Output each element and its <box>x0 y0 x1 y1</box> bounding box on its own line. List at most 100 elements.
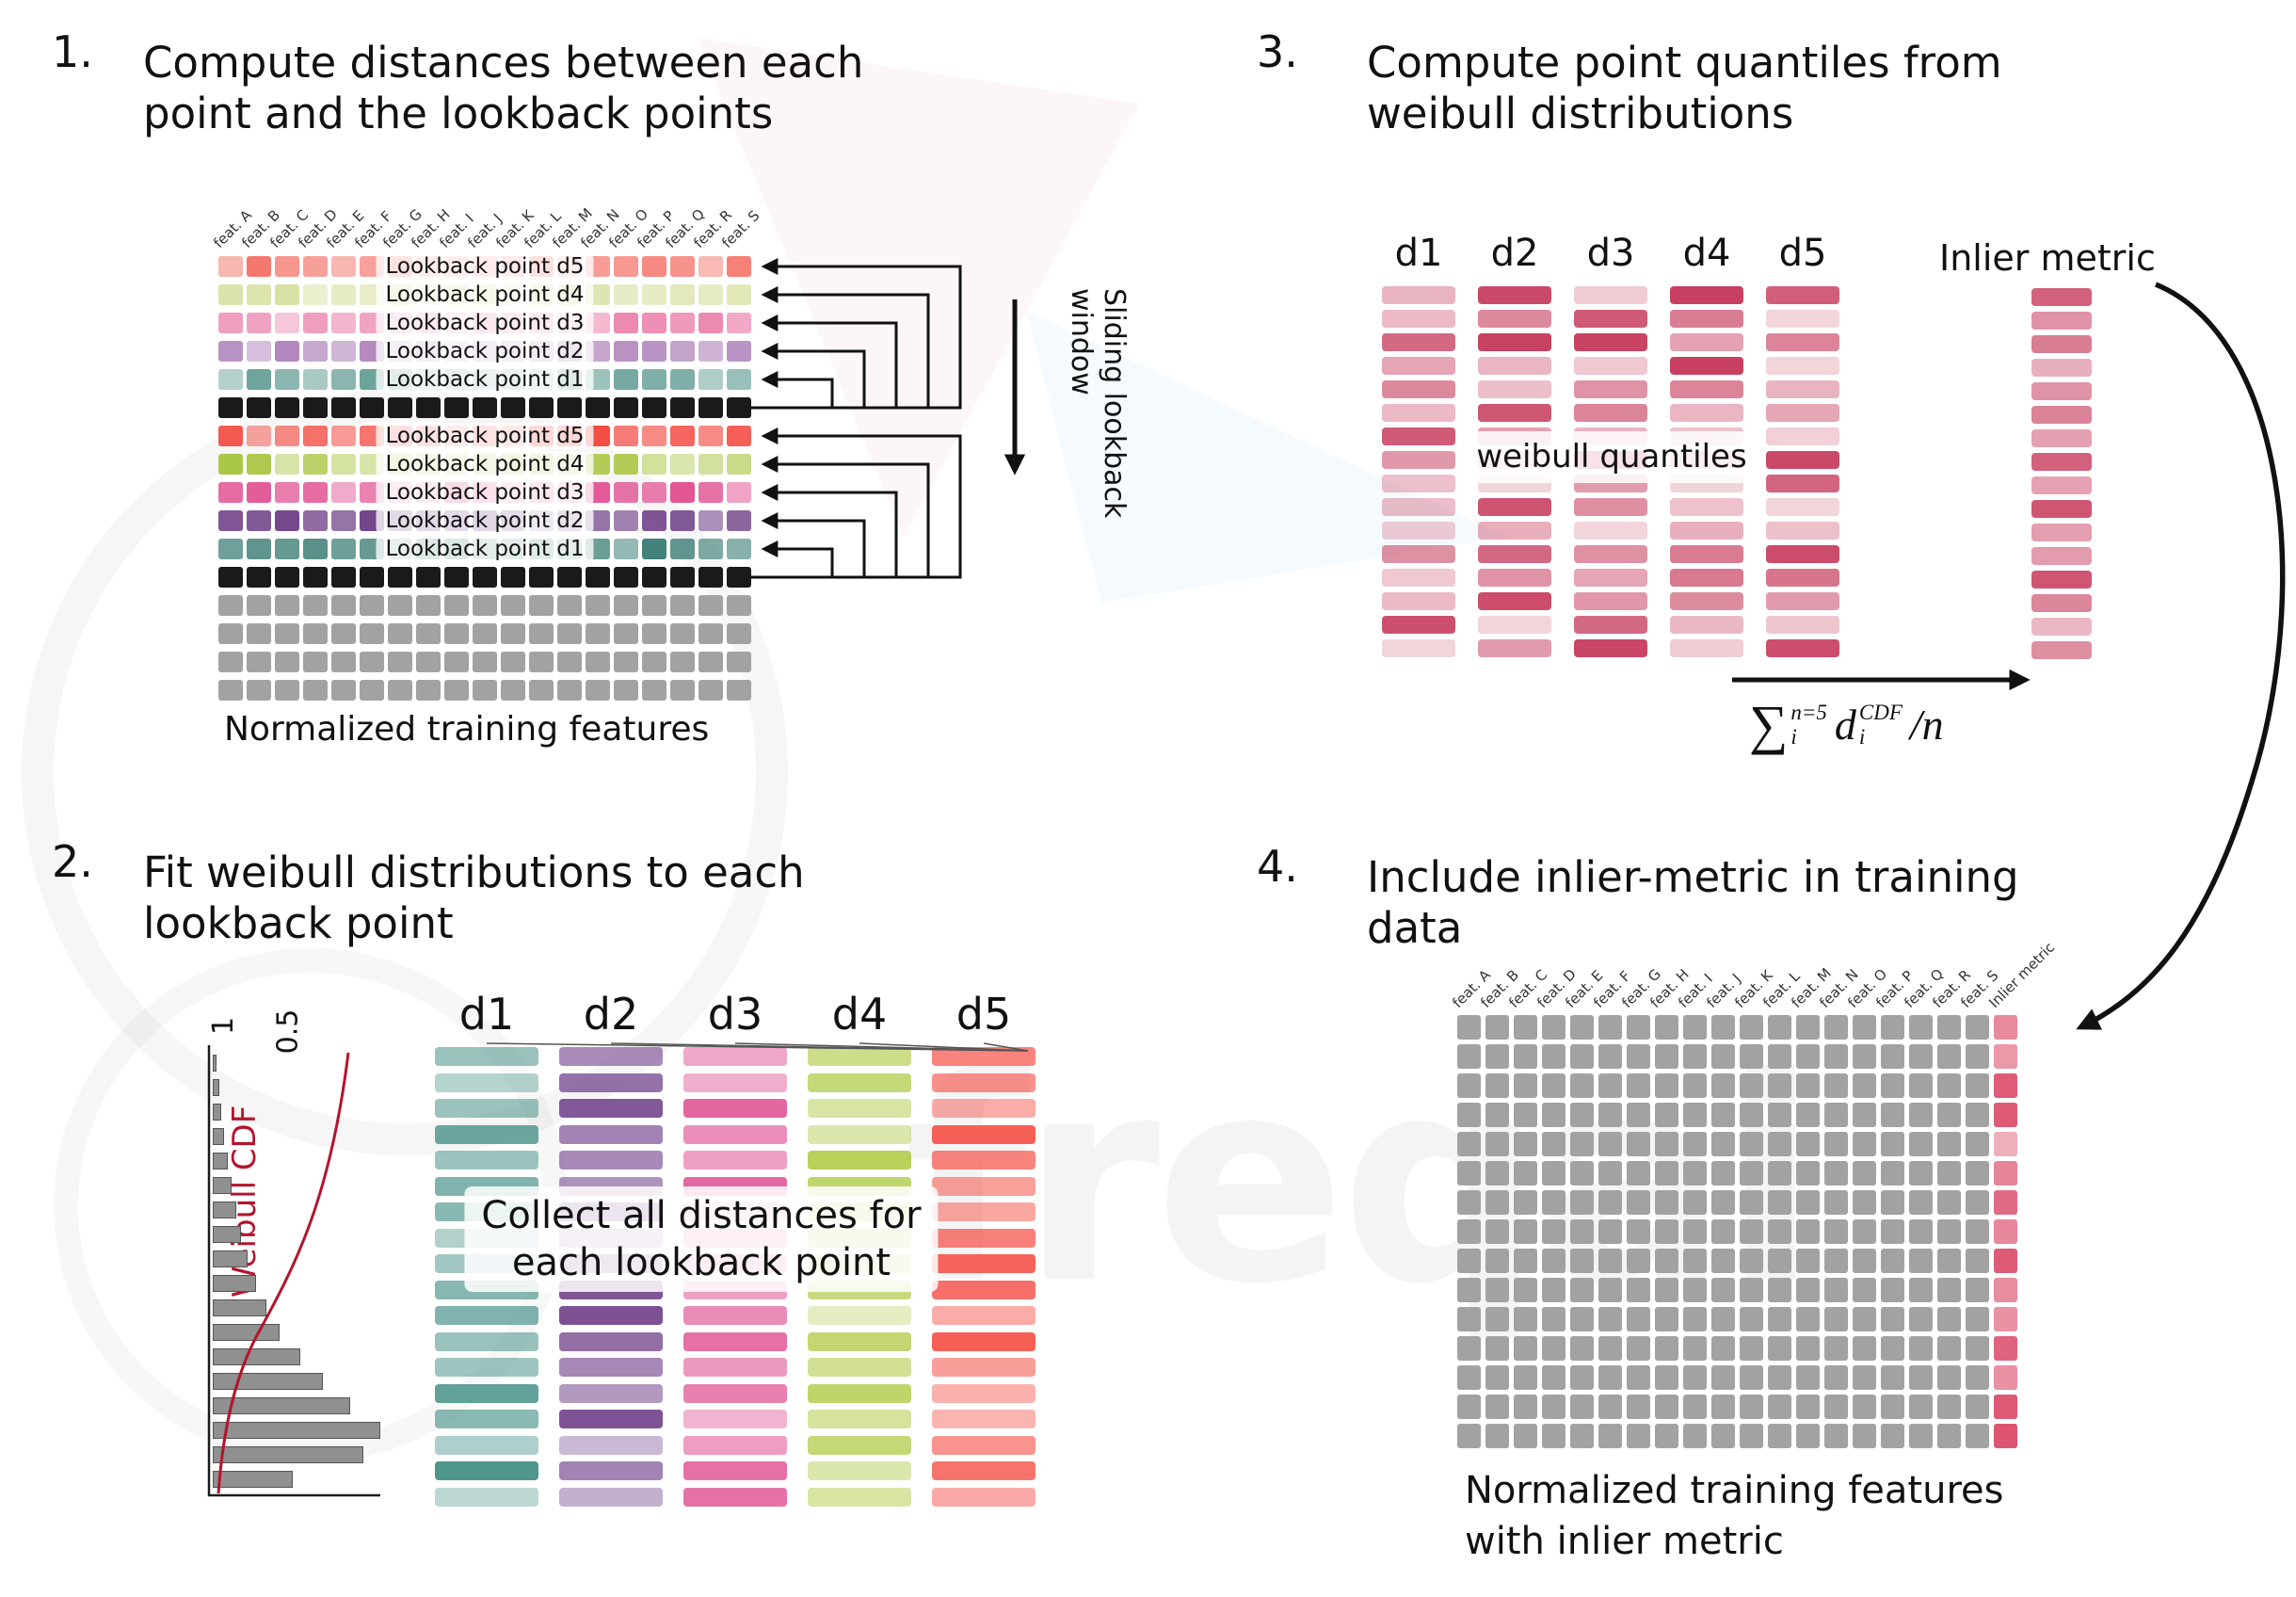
distance-bar <box>559 1410 663 1428</box>
grid-cell <box>1966 1044 1989 1069</box>
grid-cell <box>1740 1190 1763 1215</box>
grid-cell <box>1598 1278 1622 1302</box>
inlier-metric-bar <box>2031 382 2092 400</box>
grid-cell <box>1457 1161 1481 1186</box>
matrix-cell <box>670 652 695 672</box>
grid-cell <box>1937 1395 1961 1419</box>
inlier-metric-bar <box>2031 571 2092 589</box>
grid-cell <box>1881 1103 1904 1127</box>
matrix-cell <box>698 426 723 446</box>
matrix-cell <box>642 652 666 672</box>
matrix-cell <box>698 284 723 305</box>
grid-cell <box>1542 1015 1565 1040</box>
matrix-cell <box>416 595 441 616</box>
matrix-cell <box>614 256 638 277</box>
grid-cell <box>1683 1424 1707 1448</box>
grid-cell <box>1627 1044 1650 1069</box>
grid-cell <box>1683 1015 1707 1040</box>
grid-cell <box>1966 1249 1989 1273</box>
quantile-bar <box>1766 475 1839 492</box>
quantile-bar <box>1766 592 1839 610</box>
matrix-cell <box>360 397 384 418</box>
grid-cell <box>1542 1365 1565 1390</box>
grid-cell <box>1711 1219 1735 1244</box>
grid-cell <box>1937 1278 1961 1302</box>
grid-cell <box>1853 1190 1876 1215</box>
distance-bar <box>559 1306 663 1325</box>
grid-cell <box>1485 1395 1509 1419</box>
grid-cell <box>1824 1132 1848 1156</box>
distance-bar <box>808 1487 911 1507</box>
distance-bar <box>559 1487 663 1507</box>
quantile-bar <box>1574 286 1647 304</box>
grid-cell <box>1542 1044 1565 1069</box>
quantile-bar <box>1766 616 1839 634</box>
grid-cell <box>1711 1365 1735 1390</box>
matrix-cell <box>614 623 638 644</box>
grid-cell <box>1909 1365 1933 1390</box>
grid-cell <box>1711 1015 1735 1040</box>
grid-cell <box>1570 1015 1594 1040</box>
grid-cell <box>1514 1336 1537 1361</box>
matrix-cell <box>614 680 638 701</box>
histogram-bar <box>213 1299 266 1316</box>
grid-cell <box>1966 1219 1989 1244</box>
lookback-row-label: Lookback point d3 <box>376 310 594 336</box>
quantile-bar <box>1766 333 1839 351</box>
distance-bar <box>683 1487 787 1507</box>
grid-cell <box>1881 1336 1904 1361</box>
grid-cell <box>1598 1307 1622 1331</box>
matrix-cell <box>388 595 412 616</box>
lookback-row-label: Lookback point d5 <box>376 423 594 449</box>
distance-bar <box>932 1254 1036 1273</box>
distance-bar <box>932 1099 1036 1118</box>
grid-cell <box>1853 1249 1876 1273</box>
grid-cell <box>1824 1365 1848 1390</box>
matrix-cell <box>642 369 666 390</box>
grid-cell <box>1683 1249 1707 1273</box>
matrix-cell <box>331 623 356 644</box>
step4-title-line2: data <box>1367 903 1463 953</box>
histogram-bar <box>213 1055 217 1072</box>
quantile-bar <box>1670 380 1743 398</box>
grid-cell <box>1937 1103 1961 1127</box>
grid-cell <box>1627 1161 1650 1186</box>
matrix-cell <box>218 567 243 588</box>
step4-training-grid <box>1457 1015 2017 1448</box>
quantile-bar <box>1574 404 1647 422</box>
grid-cell <box>1711 1190 1735 1215</box>
grid-cell <box>1485 1424 1509 1448</box>
grid-cell <box>1796 1073 1820 1098</box>
distance-scripts: CDF i <box>1859 701 1903 749</box>
matrix-cell <box>557 680 582 701</box>
histogram-bar <box>213 1202 236 1218</box>
grid-cell <box>1683 1073 1707 1098</box>
quantile-bar <box>1382 451 1455 469</box>
grid-cell <box>1457 1278 1481 1302</box>
matrix-cell <box>529 567 554 588</box>
distance-variable: d <box>1834 701 1856 749</box>
grid-cell <box>1627 1336 1650 1361</box>
grid-cell <box>1881 1073 1904 1098</box>
grid-cell <box>1824 1424 1848 1448</box>
quantile-column: d2 <box>1478 232 1551 657</box>
matrix-cell <box>670 567 695 588</box>
grid-cell <box>1881 1219 1904 1244</box>
matrix-cell <box>303 482 328 503</box>
matrix-cell <box>670 510 695 531</box>
matrix-row: Lookback point d4 <box>218 451 751 477</box>
histogram-bar <box>213 1324 280 1341</box>
lookback-row-label: Lookback point d3 <box>376 479 594 506</box>
distance-bar <box>808 1306 911 1325</box>
grid-cell <box>1542 1073 1565 1098</box>
matrix-cell <box>727 510 751 531</box>
distance-bar <box>932 1047 1036 1066</box>
matrix-cell <box>614 567 638 588</box>
weibull-histogram <box>213 1055 380 1488</box>
matrix-row <box>218 623 751 644</box>
grid-cell <box>1881 1132 1904 1156</box>
step4-number: 4. <box>1257 841 1298 892</box>
grid-cell <box>1937 1365 1961 1390</box>
matrix-cell <box>501 595 525 616</box>
grid-cell <box>1514 1015 1537 1040</box>
